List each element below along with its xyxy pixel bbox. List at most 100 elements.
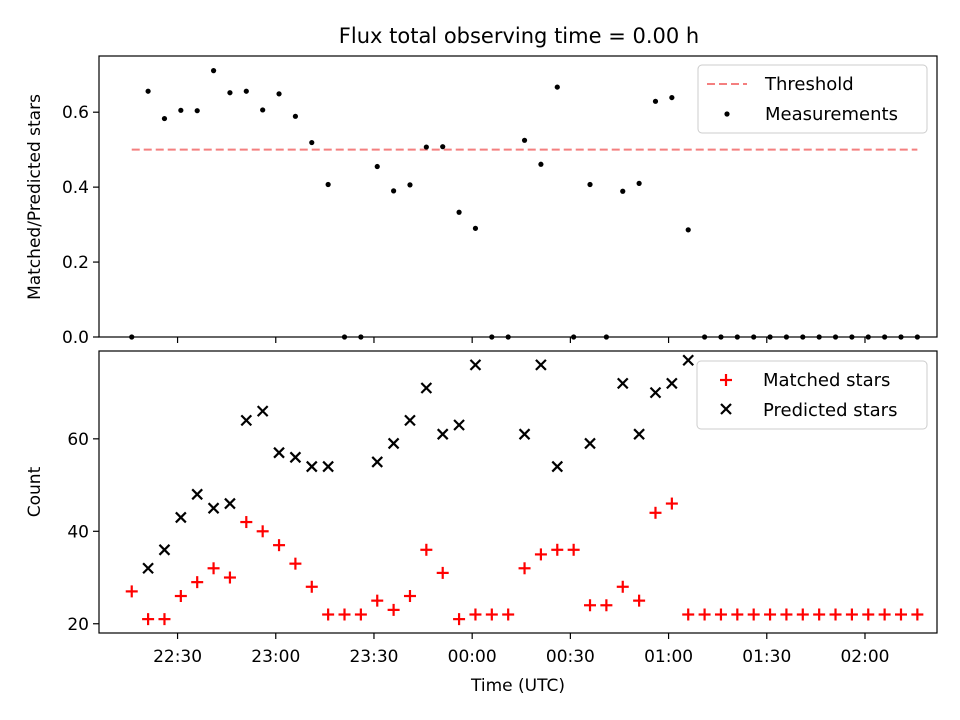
x-tick-label: 22:30 (153, 647, 202, 667)
matched-point (485, 608, 498, 621)
matched-point (567, 543, 580, 556)
predicted-point (273, 446, 285, 459)
top-marks (129, 68, 920, 340)
matched-point (354, 608, 367, 621)
x-axis-label: Time (UTC) (470, 676, 565, 696)
measurement-point (178, 107, 184, 113)
matched-point (698, 608, 711, 621)
predicted-point (682, 354, 694, 367)
matched-point (453, 613, 466, 626)
matched-point (747, 608, 760, 621)
legend-matched-label: Matched stars (763, 370, 890, 391)
predicted-point (387, 437, 400, 450)
matched-point (174, 590, 187, 603)
bottom-legend-box (696, 360, 928, 430)
matched-point (469, 608, 482, 621)
y-tick-label: 20 (67, 615, 89, 635)
predicted-point (240, 414, 253, 427)
matched-point (813, 608, 826, 621)
matched-point (223, 571, 236, 584)
measurement-point (309, 139, 315, 146)
legend-measurements-label: Measurements (765, 104, 898, 125)
predicted-point (518, 428, 531, 440)
matched-point (616, 580, 629, 593)
measurement-point (145, 88, 151, 94)
matched-point (436, 566, 449, 579)
matched-point (862, 608, 875, 621)
matched-point (534, 548, 547, 561)
matched-point (682, 608, 695, 621)
predicted-point (224, 497, 236, 510)
x-tick-label: 02:00 (840, 647, 889, 667)
matched-point (780, 608, 793, 621)
predicted-point (175, 511, 187, 524)
predicted-point (616, 377, 629, 390)
matched-point (845, 608, 858, 621)
matched-point (191, 576, 204, 589)
measurement-point (636, 180, 642, 186)
predicted-point (371, 456, 384, 468)
measurement-point (391, 188, 397, 194)
measurement-point (423, 144, 429, 150)
matched-point (305, 580, 318, 593)
measurement-point (292, 113, 299, 119)
measurement-point (276, 91, 282, 97)
bottom-x-ticks: 22:30 23:00 23:30 00:00 00:30 01:00 01:30 02:00 (153, 633, 889, 667)
x-tick-label: 00:30 (546, 647, 595, 667)
y-tick-label: 0.4 (62, 178, 89, 198)
x-tick-label: 01:30 (742, 647, 791, 667)
y-tick-label: 0.6 (62, 103, 89, 123)
predicted-point (404, 414, 416, 427)
matched-point (158, 613, 171, 626)
measurement-point (440, 144, 446, 150)
x-tick-label: 01:00 (644, 647, 693, 667)
y-tick-label: 0.2 (62, 253, 89, 273)
measurement-point (325, 181, 331, 188)
matched-point (665, 497, 678, 510)
x-tick-label: 00:00 (448, 647, 497, 667)
measurement-point (161, 115, 168, 122)
matched-point (600, 599, 613, 612)
predicted-point (256, 405, 269, 417)
bottom-plot-frame (98, 350, 938, 634)
matched-point (371, 594, 384, 607)
matched-point (387, 603, 400, 616)
matched-point (649, 506, 662, 519)
matched-point (420, 543, 433, 556)
top-plot-frame (98, 55, 938, 338)
matched-point (142, 613, 155, 626)
predicted-point (158, 544, 171, 556)
top-legend-box (697, 64, 928, 134)
measurement-point (685, 227, 691, 233)
legend-threshold-label: Threshold (764, 74, 854, 95)
legend-matched-swatch (720, 374, 732, 386)
legend-predicted-swatch (720, 403, 732, 415)
matched-point (502, 608, 515, 621)
figure-title: Flux total observing time = 0.00 h (339, 24, 699, 48)
matched-point (714, 608, 727, 621)
matched-point (551, 543, 564, 556)
predicted-point (469, 359, 482, 371)
matched-point (878, 608, 891, 621)
bottom-marks (125, 354, 924, 626)
measurement-point (554, 84, 560, 90)
measurement-point (374, 163, 380, 170)
matched-point (894, 608, 907, 621)
top-y-axis-label: Matched/Predicted stars (25, 94, 45, 300)
bottom-y-axis: 20 40 60 (67, 430, 99, 635)
measurement-point (538, 161, 544, 167)
measurement-point (210, 68, 217, 74)
measurement-point (669, 94, 675, 101)
predicted-point (436, 428, 449, 440)
matched-point (764, 608, 777, 621)
matched-point (584, 599, 597, 612)
predicted-point (420, 382, 433, 394)
y-tick-label: 60 (67, 430, 89, 450)
measurement-point (620, 188, 626, 194)
bottom-y-axis-label: Count (25, 466, 45, 517)
predicted-point (322, 460, 334, 473)
matched-point (829, 608, 842, 621)
predicted-point (191, 488, 203, 501)
measurement-point (227, 90, 233, 96)
